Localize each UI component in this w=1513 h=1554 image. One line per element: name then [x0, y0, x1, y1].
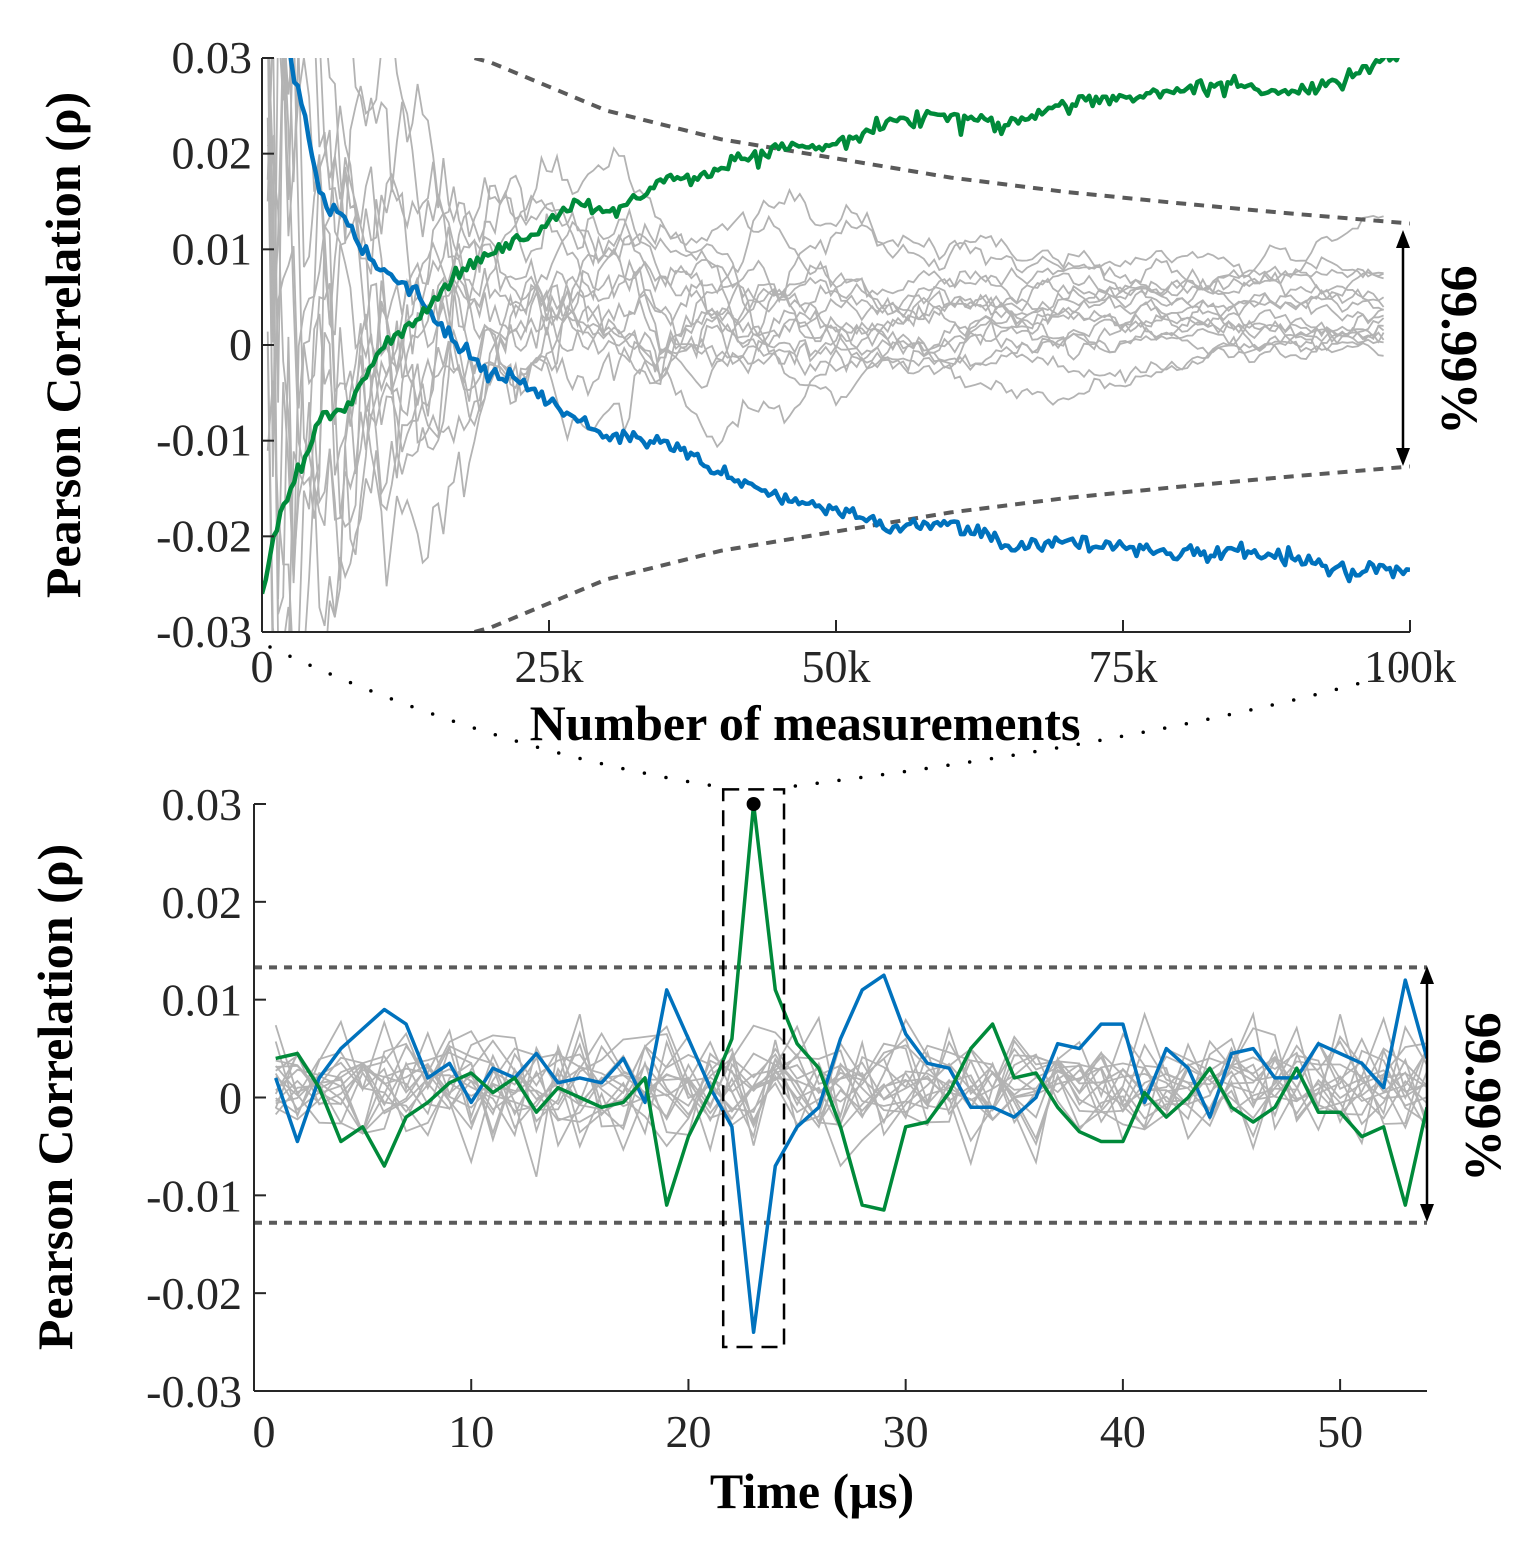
top-band-arrowhead-up [1396, 230, 1410, 248]
bottom-y-tick-label: -0.02 [146, 1268, 242, 1319]
candidate-trace [267, 58, 1385, 343]
candidate-trace [266, 134, 1385, 615]
top-threshold-curves [466, 58, 1410, 632]
top-key-traces [262, 58, 1410, 595]
bottom-y-tick-label: 0.03 [162, 779, 243, 830]
bottom-candidate-traces [274, 1011, 1427, 1177]
candidate-trace [266, 117, 1384, 529]
bottom-x-tick-label: 20 [665, 1406, 711, 1457]
bottom-x-tick-label: 50 [1317, 1406, 1363, 1457]
top-y-tick-label: -0.02 [156, 510, 252, 561]
key-trace-blue_key [288, 58, 1410, 584]
bottom-chart: 0.030.020.010-0.01-0.02-0.030 10 20 30 40 50 … [27, 779, 1511, 1519]
candidate-trace [266, 275, 1385, 632]
bottom-y-tick-label: -0.03 [146, 1366, 242, 1417]
top-tick-labels: 0.030.020.010-0.01-0.02-0.030 25k 50k 75k 10… [156, 32, 1456, 692]
bottom-x-tick-label: 40 [1100, 1406, 1146, 1457]
bottom-y-tick-label: 0 [219, 1073, 242, 1124]
top-x-axis-title: Number of measurements [530, 695, 1081, 751]
threshold-curve-lower [466, 464, 1410, 632]
top-y-tick-label: 0 [229, 319, 252, 370]
bottom-y-tick-label: 0.01 [162, 975, 243, 1026]
top-x-tick-label: 0 [251, 641, 274, 692]
candidate-trace [266, 58, 1384, 497]
candidate-trace [266, 223, 1384, 632]
candidate-trace [267, 58, 1384, 477]
candidate-trace [271, 58, 1384, 527]
candidate-trace [275, 1014, 1427, 1144]
bottom-tick-labels: 0.030.020.010-0.01-0.02-0.030 10 20 30 40 50 [146, 779, 1363, 1457]
threshold-curve-upper [466, 58, 1410, 226]
top-axes [261, 57, 1411, 633]
top-x-tick-label: 75k [1089, 641, 1158, 692]
bottom-band-arrowhead-up [1420, 966, 1434, 984]
top-band-arrowhead-down [1396, 448, 1410, 466]
top-candidate-traces [266, 58, 1385, 632]
top-y-axis-title: Pearson Correlation (ρ) [35, 92, 91, 598]
bottom-y-tick-label: 0.02 [162, 877, 243, 928]
bottom-band-arrowhead-down [1420, 1204, 1434, 1222]
key-trace-blue_key [274, 973, 1427, 1335]
bottom-x-axis-title: Time (µs) [710, 1463, 914, 1519]
zoom-connector-left [268, 645, 725, 790]
candidate-trace [268, 58, 1385, 584]
bottom-key-traces [274, 804, 1427, 1335]
bottom-highlight-window [721, 788, 786, 1349]
bottom-axes [253, 803, 1427, 1392]
top-chart: 0.030.020.010-0.01-0.02-0.030 25k 50k 75k 10… [35, 32, 1487, 751]
peak-marker [746, 797, 761, 811]
candidate-trace [275, 1028, 1427, 1177]
key-trace-green_key [275, 804, 1427, 1212]
bottom-y-axis-title: Pearson Correlation (ρ) [27, 844, 83, 1350]
highlight-window-box [721, 788, 786, 1349]
candidate-trace [274, 1015, 1427, 1167]
top-x-tick-label: 25k [515, 641, 584, 692]
top-y-tick-label: 0.01 [172, 223, 253, 274]
top-y-tick-label: -0.03 [156, 606, 252, 657]
top-x-tick-label: 50k [802, 641, 871, 692]
bottom-threshold-lines [254, 965, 1427, 1225]
top-band-label: 99.99% [1430, 266, 1487, 435]
candidate-trace [275, 1025, 1427, 1140]
zoom-connectors [268, 645, 1402, 790]
bottom-confidence-band-annotation: 99.99% [1420, 966, 1511, 1222]
bottom-band-label: 99.99% [1454, 1013, 1511, 1182]
bottom-x-tick-label: 10 [448, 1406, 494, 1457]
top-y-tick-label: -0.01 [156, 415, 252, 466]
top-y-tick-label: 0.02 [172, 128, 253, 179]
top-x-tick-label: 100k [1364, 641, 1456, 692]
top-y-tick-label: 0.03 [172, 32, 253, 83]
bottom-x-tick-label: 30 [883, 1406, 929, 1457]
candidate-trace [266, 276, 1385, 632]
key-trace-green_key [262, 58, 1400, 595]
bottom-x-tick-label: 0 [253, 1406, 276, 1457]
top-confidence-band-annotation: 99.99% [1396, 230, 1487, 466]
bottom-y-tick-label: -0.01 [146, 1170, 242, 1221]
candidate-trace [274, 1034, 1427, 1165]
